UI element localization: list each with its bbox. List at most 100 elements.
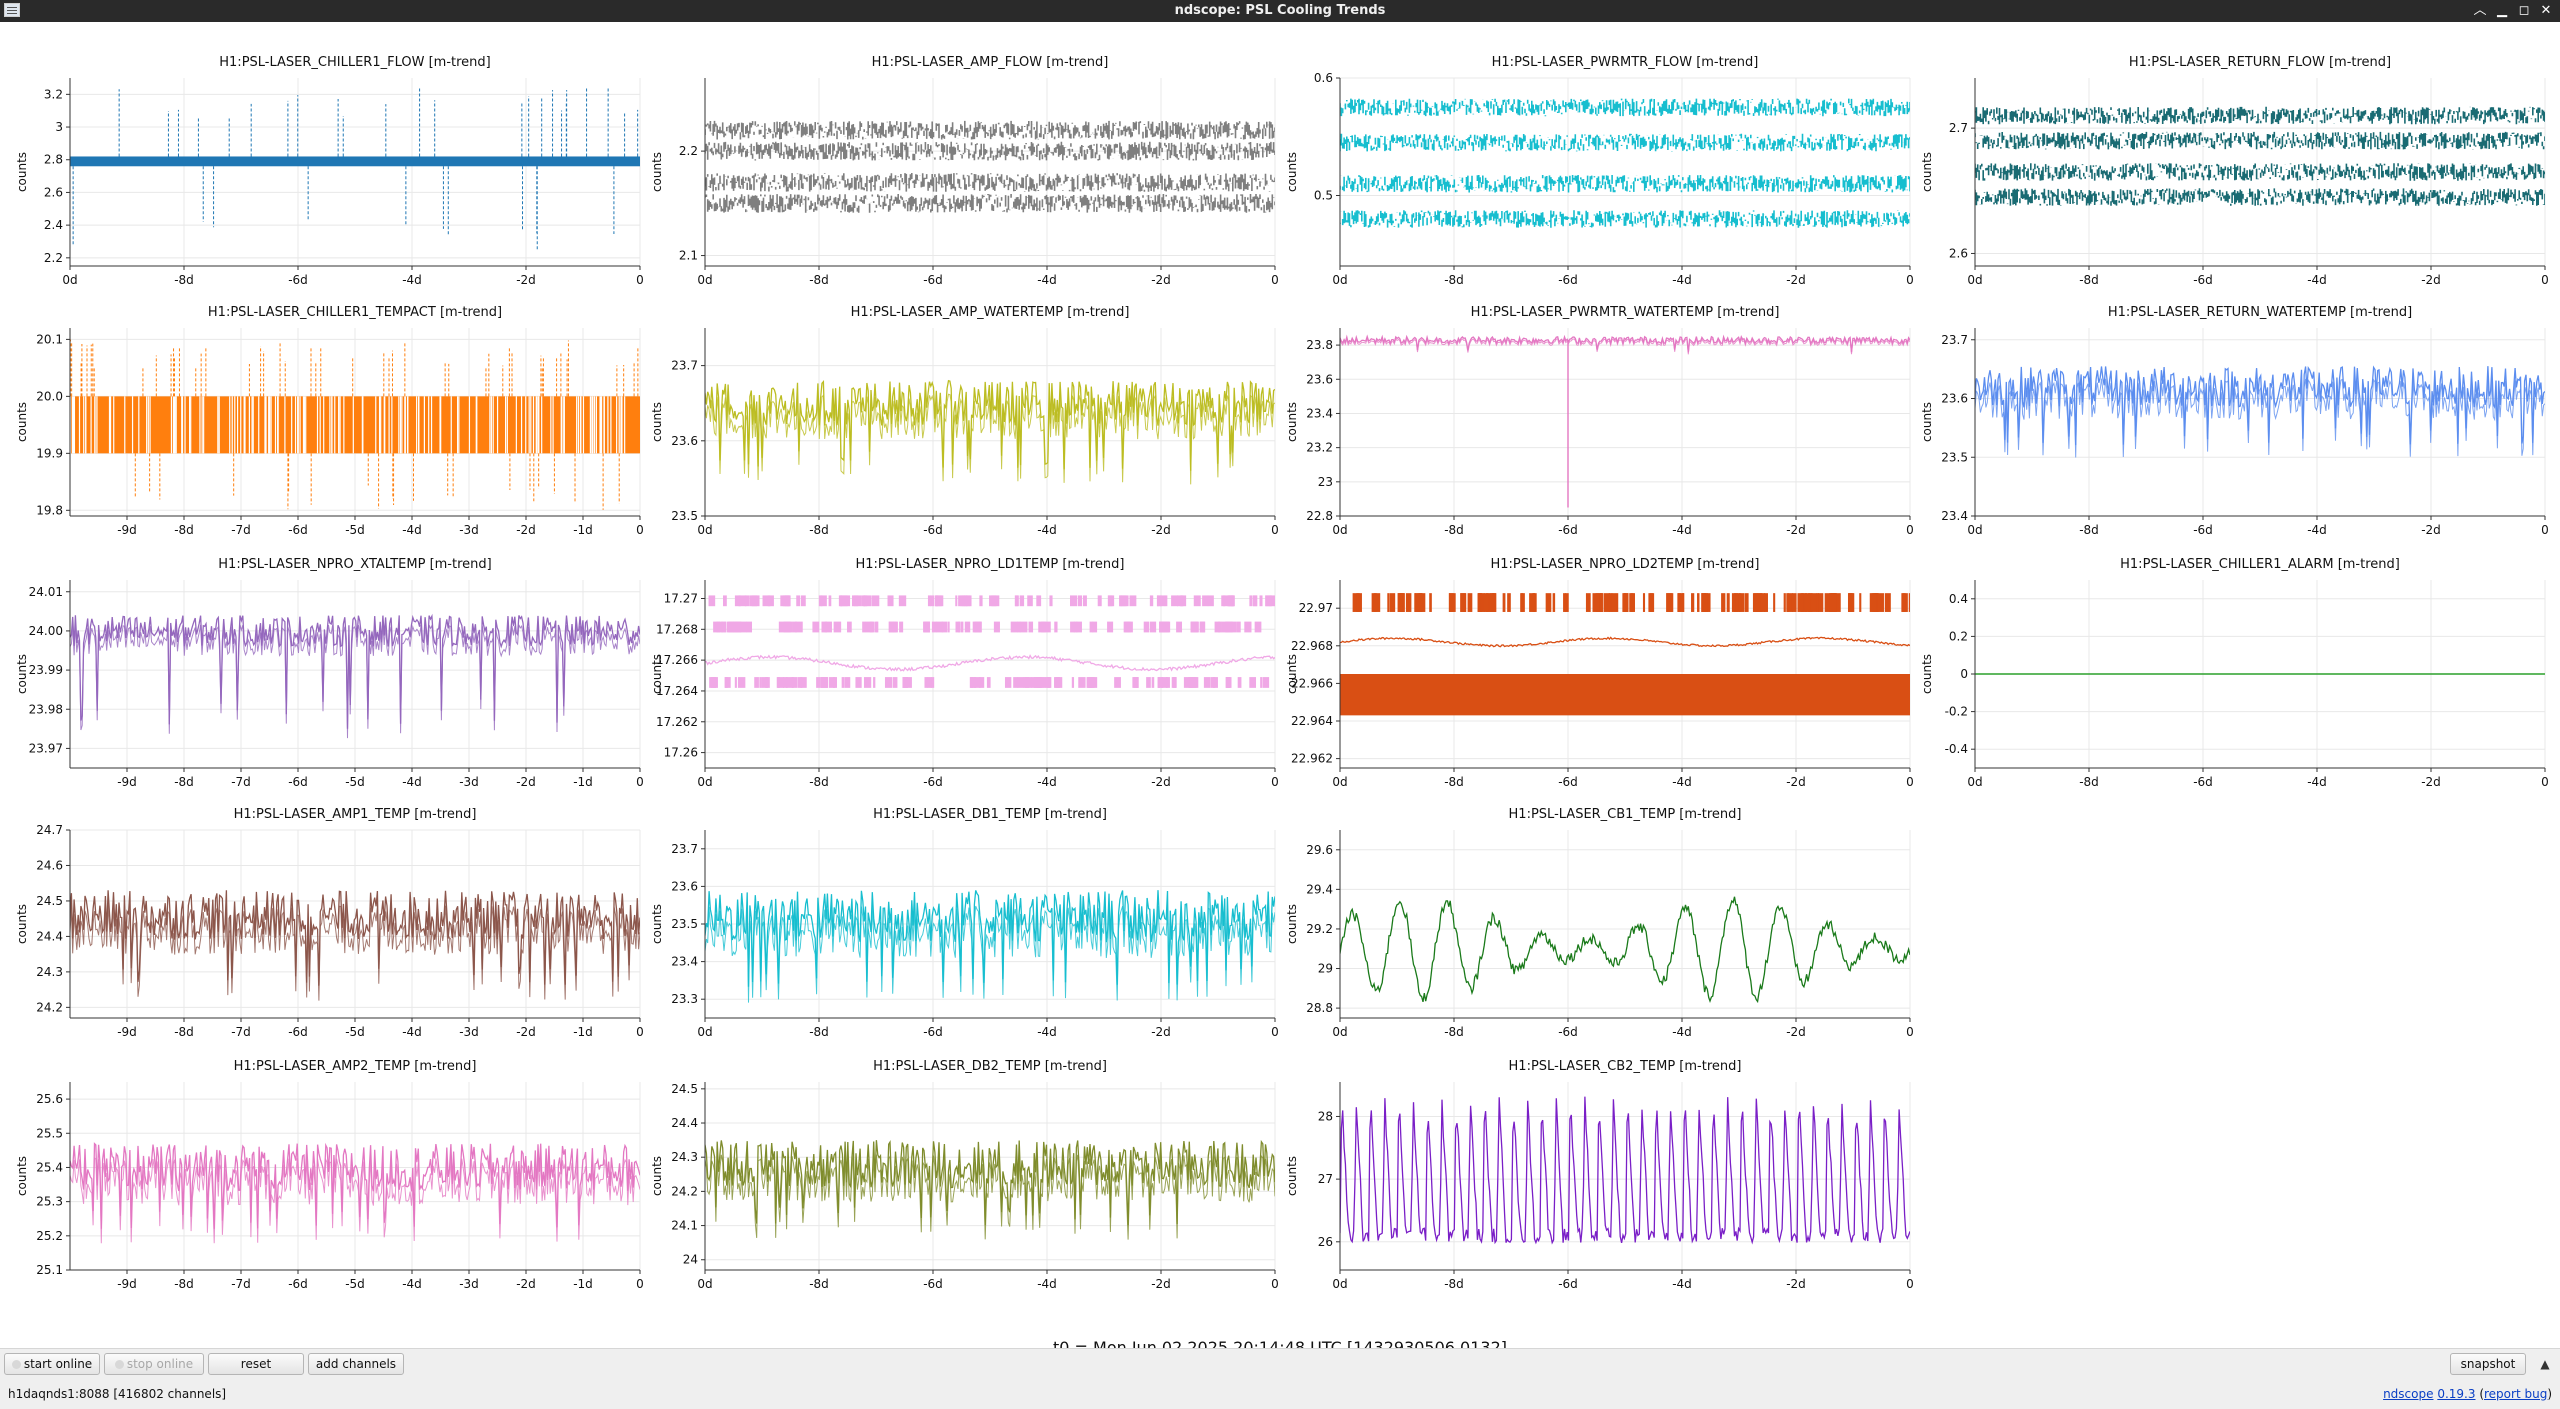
version-link[interactable]: 0.19.3 [2437, 1387, 2476, 1401]
channel-count: [416802 channels] [113, 1387, 227, 1401]
data-block [800, 595, 806, 607]
plot-title: H1:PSL-LASER_NPRO_LD1TEMP [m-trend] [856, 557, 1125, 572]
data-block [862, 621, 867, 633]
series-trace [70, 1142, 640, 1244]
series-trace [705, 379, 1275, 485]
data-block [797, 677, 803, 688]
close-icon[interactable]: ✕ [2540, 3, 2552, 18]
y-axis-label: counts [1285, 904, 1299, 944]
y-tick-label: 3.2 [44, 87, 63, 101]
x-tick-label: -2d [1151, 1277, 1171, 1291]
data-block [966, 595, 970, 607]
plot-return_flow[interactable]: H1:PSL-LASER_RETURN_FLOW [m-trend] 2.6 2.7… [1920, 55, 2549, 287]
plot-amp_watertemp[interactable]: H1:PSL-LASER_AMP_WATERTEMP [m-trend] 23.5… [650, 305, 1279, 537]
y-tick-label: 20.1 [36, 332, 63, 346]
y-tick-label: 23.6 [671, 879, 698, 893]
plot-npro_xtaltemp[interactable]: H1:PSL-LASER_NPRO_XTALTEMP [m-trend] 23.9… [15, 557, 644, 789]
plot-title: H1:PSL-LASER_AMP2_TEMP [m-trend] [234, 1059, 477, 1074]
x-tick-label: 0d [1332, 523, 1347, 537]
y-tick-label: -0.2 [1945, 705, 1968, 719]
x-tick-label: -4d [1037, 523, 1057, 537]
plot-title: H1:PSL-LASER_CHILLER1_ALARM [m-trend] [2120, 557, 2400, 572]
plot-cb2_temp[interactable]: H1:PSL-LASER_CB2_TEMP [m-trend] 26 27 28 0d -… [1285, 1059, 1914, 1291]
data-block [1092, 621, 1096, 633]
plot-title: H1:PSL-LASER_CB1_TEMP [m-trend] [1509, 807, 1742, 822]
level-trace [1340, 133, 1910, 152]
x-tick-label: 0 [1271, 273, 1279, 287]
plot-db1_temp[interactable]: H1:PSL-LASER_DB1_TEMP [m-trend] 23.3 23.4 2… [650, 807, 1279, 1039]
play-icon [11, 1360, 21, 1369]
plot-amp2_temp[interactable]: H1:PSL-LASER_AMP2_TEMP [m-trend] 25.1 25.2… [15, 1059, 644, 1291]
app-menu-icon[interactable] [4, 3, 20, 17]
y-tick-label: 29 [1318, 962, 1333, 976]
data-block [1156, 595, 1162, 607]
plot-npro_ld1temp[interactable]: H1:PSL-LASER_NPRO_LD1TEMP [m-trend] 17.26… [650, 557, 1279, 789]
keep-above-icon[interactable]: ︿ [2473, 3, 2487, 18]
plot-db2_temp[interactable]: H1:PSL-LASER_DB2_TEMP [m-trend] 24 24.1 24.… [650, 1059, 1279, 1291]
plot-amp_flow[interactable]: H1:PSL-LASER_AMP_FLOW [m-trend] 2.1 2.2 0d -… [650, 55, 1279, 287]
plot-cb1_temp[interactable]: H1:PSL-LASER_CB1_TEMP [m-trend] 28.8 29 29.… [1285, 807, 1914, 1039]
report-bug-link[interactable]: report bug [2484, 1387, 2548, 1401]
x-tick-label: 0d [1967, 523, 1982, 537]
x-tick-label: 0 [1271, 1277, 1279, 1291]
plot-return_watertemp[interactable]: H1:PSL-LASER_RETURN_WATERTEMP [m-trend] 2… [1920, 305, 2549, 537]
x-tick-label: -2d [516, 1025, 536, 1039]
data-block [1599, 593, 1603, 612]
data-block [1157, 677, 1164, 688]
reset-button[interactable]: reset [208, 1353, 304, 1375]
data-block [1046, 677, 1052, 688]
x-tick-label: -6d [923, 1277, 943, 1291]
collapse-arrow-icon[interactable]: ▲ [2540, 1357, 2550, 1371]
plot-npro_ld2temp[interactable]: H1:PSL-LASER_NPRO_LD2TEMP [m-trend] 22.96… [1285, 557, 1914, 789]
data-block [1027, 595, 1033, 607]
y-tick-label: 22.8 [1306, 509, 1333, 523]
data-block [964, 621, 971, 633]
plot-title: H1:PSL-LASER_DB2_TEMP [m-trend] [873, 1059, 1107, 1074]
data-block [1004, 677, 1012, 688]
data-block [1212, 677, 1218, 688]
x-tick-label: 0d [1332, 273, 1347, 287]
x-tick-label: -8d [174, 273, 194, 287]
plot-pwrmtr_flow[interactable]: H1:PSL-LASER_PWRMTR_FLOW [m-trend] 0.5 0.6… [1285, 55, 1914, 287]
x-tick-label: -7d [231, 523, 251, 537]
y-tick-label: 0.2 [1949, 629, 1968, 643]
x-tick-label: -8d [809, 1277, 829, 1291]
x-tick-label: -7d [231, 1025, 251, 1039]
plot-chiller1_alarm[interactable]: H1:PSL-LASER_CHILLER1_ALARM [m-trend] -0.… [1920, 557, 2549, 789]
y-tick-label: 24.5 [36, 894, 63, 908]
data-block [892, 677, 898, 688]
data-block [1186, 677, 1193, 688]
y-tick-label: 22.97 [1299, 601, 1333, 615]
level-trace [1340, 210, 1910, 228]
plot-grid[interactable]: H1:PSL-LASER_CHILLER1_FLOW [m-trend] 2.2 2… [0, 22, 2560, 1338]
data-block [721, 621, 724, 633]
maximize-icon[interactable]: ◻ [2518, 3, 2530, 18]
plot-chiller1_tempact[interactable]: H1:PSL-LASER_CHILLER1_TEMPACT [m-trend] 1… [15, 305, 644, 537]
ndscope-link[interactable]: ndscope [2383, 1387, 2434, 1401]
y-tick-label: 25.5 [36, 1126, 63, 1140]
plot-title: H1:PSL-LASER_PWRMTR_FLOW [m-trend] [1492, 55, 1759, 70]
plot-pwrmtr_watertemp[interactable]: H1:PSL-LASER_PWRMTR_WATERTEMP [m-trend] 2… [1285, 305, 1914, 537]
series-trace [705, 595, 1275, 688]
snapshot-button[interactable]: snapshot [2450, 1353, 2526, 1375]
add-channels-button[interactable]: add channels [308, 1353, 404, 1375]
data-block [1399, 593, 1405, 612]
plot-chiller1_flow[interactable]: H1:PSL-LASER_CHILLER1_FLOW [m-trend] 2.2 2… [15, 55, 644, 287]
data-block [1114, 677, 1121, 688]
data-block [1207, 595, 1214, 607]
series-trace [1340, 593, 1910, 716]
data-block [960, 595, 967, 607]
minimize-icon[interactable]: ▁ [2497, 3, 2507, 18]
signal-trace [705, 379, 1275, 471]
x-tick-label: -6d [923, 273, 943, 287]
start-online-button[interactable]: start online [4, 1353, 100, 1375]
x-tick-label: -2d [1786, 1277, 1806, 1291]
data-block [1502, 593, 1506, 612]
x-tick-label: -4d [1037, 1025, 1057, 1039]
series-trace [1975, 106, 2545, 206]
data-block [1563, 593, 1567, 612]
data-block [1642, 593, 1646, 612]
x-tick-label: -2d [1151, 523, 1171, 537]
data-block [861, 595, 866, 607]
plot-amp1_temp[interactable]: H1:PSL-LASER_AMP1_TEMP [m-trend] 24.2 24.3… [15, 807, 644, 1039]
